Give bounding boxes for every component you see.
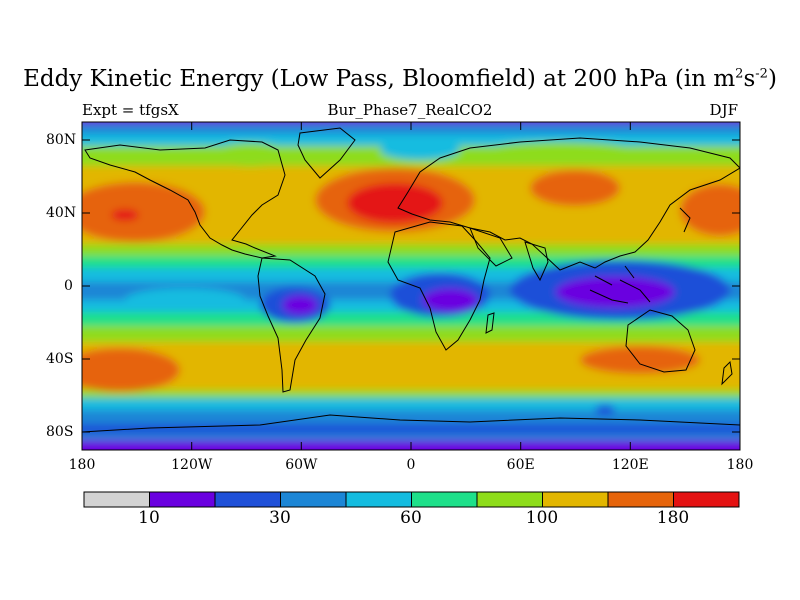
coastlines	[82, 127, 740, 433]
colorbar-label-180: 180	[656, 508, 690, 528]
lat-tick-80s: 80S	[46, 424, 74, 440]
colorbar-box-8	[607, 491, 674, 508]
lat-tick-80n: 80N	[46, 132, 77, 148]
colorbar-box-0	[83, 491, 150, 508]
lat-tick-40s: 40S	[46, 351, 74, 367]
colorbar-box-9	[673, 491, 740, 508]
colorbar-box-3	[280, 491, 347, 508]
lon-tick-marks	[81, 122, 741, 450]
experiment-label: Expt = tfgsX	[82, 101, 179, 119]
colorbar-box-2	[214, 491, 281, 508]
lat-tick-40n: 40N	[46, 205, 77, 221]
colorbar-box-5	[411, 491, 478, 508]
lon-tick-60e: 60E	[506, 457, 535, 473]
colorbar-label-10: 10	[138, 508, 160, 528]
lon-tick-180w: 180	[68, 457, 96, 473]
lon-tick-180e: 180	[726, 457, 754, 473]
lon-tick-60w: 60W	[285, 457, 318, 473]
colorbar-label-30: 30	[269, 508, 291, 528]
run-name-label: Bur_Phase7_RealCO2	[327, 101, 493, 119]
lon-tick-120w: 120W	[171, 457, 213, 473]
lat-tick-0: 0	[64, 278, 73, 294]
lat-tick-marks	[82, 139, 740, 433]
colorbar-box-4	[345, 491, 412, 508]
colorbar-box-1	[149, 491, 216, 508]
colorbar-label-60: 60	[400, 508, 422, 528]
contour-field	[82, 122, 740, 450]
chart-title: Eddy Kinetic Energy (Low Pass, Bloomfiel…	[23, 66, 777, 92]
lon-tick-0: 0	[406, 457, 416, 473]
lon-tick-120e: 120E	[611, 457, 649, 473]
colorbar-box-6	[476, 491, 543, 508]
season-label: DJF	[709, 101, 738, 119]
colorbar	[83, 491, 740, 508]
colorbar-label-100: 100	[525, 508, 559, 528]
colorbar-box-7	[542, 491, 609, 508]
